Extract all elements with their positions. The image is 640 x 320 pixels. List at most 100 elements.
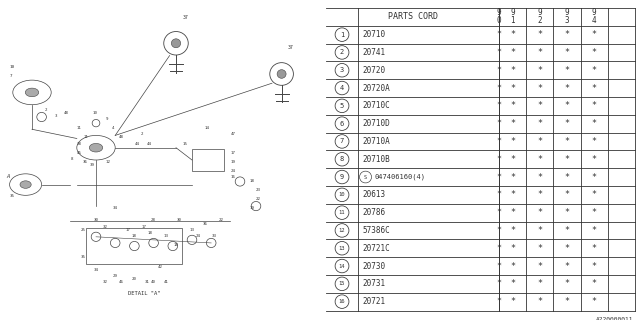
Text: *: * [564,279,570,288]
Text: *: * [564,226,570,235]
Text: 3: 3 [54,114,57,118]
Text: 9
4: 9 4 [592,8,596,25]
Text: *: * [537,172,542,181]
Text: 33: 33 [212,234,217,238]
Text: 48: 48 [118,135,124,140]
Text: 9
0: 9 0 [497,8,501,25]
Text: *: * [592,155,597,164]
Text: 18: 18 [250,179,255,182]
Text: *: * [537,190,542,199]
Text: *: * [496,101,501,110]
Text: *: * [564,101,570,110]
Text: 20720A: 20720A [362,84,390,92]
Text: *: * [537,84,542,92]
Text: 1: 1 [340,32,344,38]
Text: 17: 17 [125,228,131,232]
Text: 20710D: 20710D [362,119,390,128]
Text: *: * [537,155,542,164]
Text: *: * [537,297,542,306]
Text: *: * [510,244,515,253]
Text: 11: 11 [77,126,82,130]
Text: 15: 15 [182,142,188,146]
Text: *: * [510,297,515,306]
Text: *: * [592,48,597,57]
Text: *: * [496,297,501,306]
Text: 13: 13 [164,234,169,238]
Text: 16: 16 [230,175,236,180]
Text: 44: 44 [147,142,152,146]
Text: *: * [564,208,570,217]
Text: *: * [564,30,570,39]
Bar [192,149,224,171]
Text: 047406160(4): 047406160(4) [375,174,426,180]
Text: 10: 10 [339,192,345,197]
Text: 17: 17 [230,151,236,155]
Text: *: * [537,101,542,110]
Text: 35: 35 [81,255,86,259]
Text: *: * [592,208,597,217]
Ellipse shape [90,143,103,152]
Text: 36: 36 [202,221,207,226]
Text: 20786: 20786 [362,208,385,217]
Text: *: * [592,84,597,92]
Text: 20721C: 20721C [362,244,390,253]
Text: 22: 22 [218,219,223,222]
Text: 15: 15 [339,281,345,286]
Text: 20710A: 20710A [362,137,390,146]
Text: 6: 6 [340,121,344,127]
Text: 30: 30 [93,219,99,222]
Text: 39: 39 [90,163,95,167]
Text: *: * [496,119,501,128]
Text: 18: 18 [173,243,179,247]
Text: 19: 19 [230,160,236,164]
Text: *: * [510,155,515,164]
Text: 9
1: 9 1 [510,8,515,25]
Text: *: * [537,48,542,57]
Text: 11: 11 [339,210,345,215]
Text: *: * [510,279,515,288]
Text: *: * [510,101,515,110]
Text: *: * [564,190,570,199]
Text: *: * [537,137,542,146]
Text: 2: 2 [45,108,47,112]
Text: *: * [510,208,515,217]
Text: *: * [496,208,501,217]
Text: *: * [496,244,501,253]
Text: 20730: 20730 [362,261,385,270]
Text: 35: 35 [10,194,15,198]
Text: 7: 7 [340,139,344,144]
Text: 34: 34 [93,268,99,272]
Text: 11: 11 [83,135,88,140]
Text: 28: 28 [151,219,156,222]
Text: 34: 34 [113,206,118,210]
Text: *: * [510,84,515,92]
Text: 4: 4 [112,126,115,130]
Text: 30: 30 [177,219,182,222]
Text: 23: 23 [256,188,261,192]
Text: 40: 40 [151,280,156,284]
Text: *: * [496,261,501,270]
Text: *: * [592,244,597,253]
Ellipse shape [20,181,31,188]
Text: 44: 44 [134,142,140,146]
Text: 12: 12 [106,160,111,164]
Text: *: * [537,30,542,39]
Text: *: * [564,119,570,128]
Text: 4: 4 [340,85,344,91]
Text: *: * [496,190,501,199]
Text: *: * [592,137,597,146]
Text: *: * [510,226,515,235]
Text: 18: 18 [132,234,137,238]
Text: 32: 32 [103,280,108,284]
Text: S: S [364,174,367,180]
Text: *: * [564,84,570,92]
Text: 20710: 20710 [362,30,385,39]
Text: *: * [510,48,515,57]
Text: *: * [564,66,570,75]
Text: 13: 13 [189,228,195,232]
Text: *: * [496,172,501,181]
Text: *: * [592,119,597,128]
Text: *: * [537,208,542,217]
Text: DETAIL "A": DETAIL "A" [128,291,160,296]
Text: *: * [592,101,597,110]
